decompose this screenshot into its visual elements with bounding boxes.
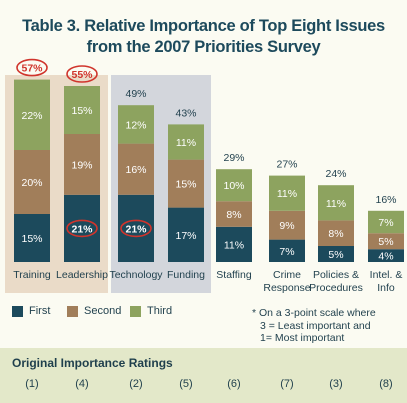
- value-label-first-4: 11%: [224, 239, 244, 251]
- total-label-7: 16%: [375, 194, 396, 206]
- legend-swatch-third: [130, 305, 141, 317]
- rating-policies-procedures: (3): [329, 378, 343, 390]
- value-label-first-3: 17%: [175, 230, 196, 242]
- bar-third-1: [64, 86, 100, 134]
- value-label-first-0: 15%: [21, 233, 42, 245]
- value-label-third-6: 11%: [326, 198, 346, 210]
- legend-swatch-first: [12, 305, 23, 317]
- bar-first-3: [168, 207, 204, 262]
- bar-first-4: [216, 226, 252, 262]
- bar-third-2: [118, 105, 154, 144]
- value-label-third-3: 11%: [176, 137, 196, 149]
- highlight-circle-first-1: [66, 219, 98, 238]
- category-label-3-0: Funding: [167, 269, 205, 281]
- category-label-6-1: Procedures: [309, 282, 363, 294]
- highlight-circle-first-2: [120, 219, 152, 238]
- bar-third-3: [168, 124, 204, 160]
- legend-label-first: First: [29, 305, 51, 317]
- rating-training: (1): [25, 378, 39, 390]
- bar-third-5: [269, 175, 305, 211]
- bar-third-6: [318, 185, 354, 221]
- ratings-title: Original Importance Ratings: [12, 356, 173, 370]
- legend-item-second: Second: [67, 305, 121, 317]
- total-label-2: 49%: [125, 88, 146, 100]
- legend-item-first: First: [12, 305, 50, 317]
- bar-third-7: [368, 210, 404, 234]
- value-label-third-2: 12%: [125, 119, 146, 131]
- value-label-third-7: 7%: [378, 217, 393, 229]
- category-label-2-0: Technology: [109, 269, 163, 281]
- value-label-third-5: 11%: [277, 188, 297, 200]
- total-label-3: 43%: [175, 107, 196, 119]
- value-label-first-5: 7%: [279, 246, 294, 258]
- chart-title: Table 3. Relative Importance of Top Eigh…: [0, 16, 407, 58]
- total-label-6: 24%: [325, 168, 346, 180]
- rating-staffing: (6): [227, 378, 241, 390]
- value-label-second-2: 16%: [125, 164, 146, 176]
- value-label-first-7: 4%: [378, 251, 393, 263]
- footnote-line-3: 1= Most important: [260, 332, 345, 344]
- highlight-circle-total-0: [16, 58, 48, 77]
- legend-item-third: Third: [130, 305, 172, 317]
- value-label-second-3: 15%: [175, 179, 196, 191]
- bar-first-7: [368, 249, 404, 262]
- bar-first-6: [318, 246, 354, 262]
- bar-second-1: [64, 134, 100, 195]
- category-label-0-0: Training: [13, 269, 51, 281]
- value-label-third-4: 10%: [223, 180, 244, 192]
- footnote: * On a 3-point scale where 3 = Least imp…: [252, 307, 376, 345]
- value-label-second-4: 8%: [226, 209, 241, 221]
- stacked-bar-chart: 15% 20% 22% 57% Training 21% 19% 15% 55% Leadersh…: [5, 58, 404, 294]
- highlight-circle-total-1: [66, 65, 98, 83]
- rating-intel-info: (8): [379, 378, 393, 390]
- value-label-second-7: 5%: [378, 236, 393, 248]
- bar-third-4: [216, 169, 252, 202]
- value-label-third-1: 15%: [71, 105, 92, 117]
- bar-third-0: [14, 79, 50, 150]
- category-label-1-0: Leadership: [56, 269, 108, 281]
- rating-technology: (2): [129, 378, 143, 390]
- value-label-first-2: 21%: [125, 223, 147, 235]
- category-label-5-0: Crime: [273, 269, 301, 281]
- original-ratings-panel: Original Importance Ratings (1) (4) (2) …: [0, 348, 407, 403]
- category-label-4-0: Staffing: [216, 269, 252, 281]
- legend-label-second: Second: [84, 305, 122, 317]
- category-label-5-1: Response: [263, 282, 310, 294]
- bar-second-3: [168, 159, 204, 208]
- chart-title-line-2: from the 2007 Priorities Survey: [86, 38, 321, 56]
- bar-second-0: [14, 150, 50, 214]
- bar-second-4: [216, 201, 252, 227]
- chart-title-line-1: Table 3. Relative Importance of Top Eigh…: [22, 17, 385, 35]
- category-label-7-0: Intel. &: [370, 269, 403, 281]
- total-label-5: 27%: [276, 159, 297, 171]
- bar-second-5: [269, 210, 305, 240]
- value-label-second-5: 9%: [279, 220, 294, 232]
- value-label-second-6: 8%: [328, 228, 343, 240]
- total-label-4: 29%: [223, 152, 244, 164]
- value-label-first-6: 5%: [328, 249, 343, 261]
- category-label-7-1: Info: [377, 282, 395, 294]
- bar-first-5: [269, 239, 305, 262]
- footnote-line-2: 3 = Least important and: [260, 319, 371, 332]
- bar-second-7: [368, 233, 404, 250]
- bar-first-0: [14, 214, 50, 262]
- footnote-line-1: * On a 3-point scale where: [252, 307, 376, 319]
- bar-second-2: [118, 143, 154, 195]
- total-label-0: 57%: [21, 63, 43, 75]
- value-label-first-1: 21%: [71, 223, 93, 235]
- legend-swatch-second: [67, 305, 78, 317]
- value-label-third-0: 22%: [21, 110, 42, 122]
- bar-first-1: [64, 194, 100, 262]
- rating-leadership: (4): [75, 378, 89, 390]
- bar-first-2: [118, 194, 154, 262]
- bar-second-6: [318, 220, 354, 246]
- total-label-1: 55%: [71, 69, 93, 81]
- value-label-second-1: 19%: [71, 159, 92, 171]
- rating-funding: (5): [179, 378, 193, 390]
- category-label-6-0: Policies &: [313, 269, 359, 281]
- rating-crime-response: (7): [280, 378, 294, 390]
- legend-label-third: Third: [147, 305, 173, 317]
- value-label-second-0: 20%: [21, 177, 42, 189]
